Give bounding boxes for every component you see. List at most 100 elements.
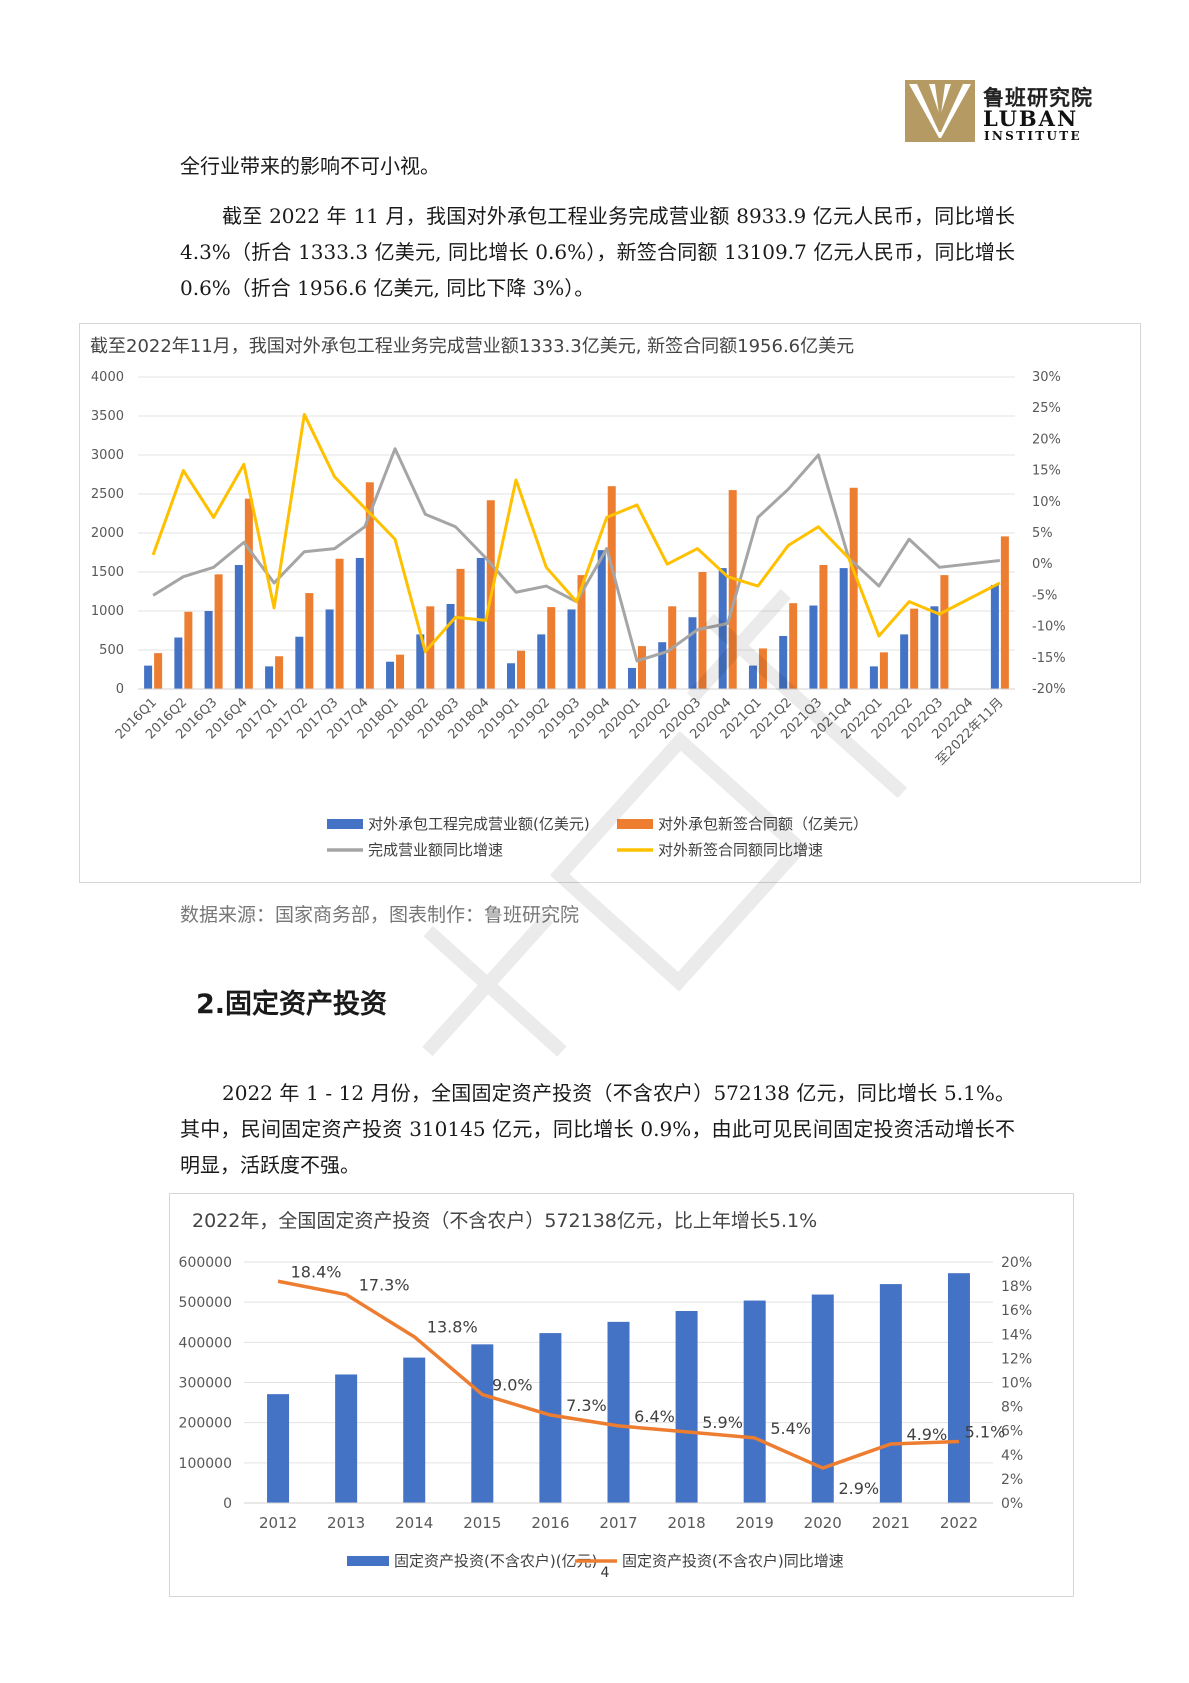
data-label: 5.9% [702, 1413, 743, 1432]
logo-english-name: LUBAN [983, 106, 1079, 131]
data-label: 7.3% [566, 1396, 607, 1415]
bar [607, 1321, 630, 1503]
y-tick-label: 2000 [91, 526, 124, 541]
y-tick-label: 3000 [91, 448, 124, 463]
y2-tick-label: 14% [1001, 1327, 1032, 1343]
data-label: 2.9% [838, 1479, 879, 1498]
y-tick-label: 300000 [179, 1376, 232, 1392]
bar [758, 648, 767, 689]
y-tick-label: 1500 [91, 565, 124, 580]
bar [789, 603, 798, 689]
legend-swatch [617, 819, 653, 829]
bar [386, 661, 395, 689]
bar [184, 611, 193, 689]
y2-tick-label: 0% [1032, 557, 1053, 572]
legend-label: 固定资产投资(不含农户)同比增速 [622, 1552, 844, 1570]
bar [718, 568, 727, 689]
y2-tick-label: 12% [1001, 1351, 1032, 1367]
legend-swatch [347, 1556, 389, 1566]
bar [809, 605, 818, 689]
bar [325, 609, 334, 689]
bar [879, 1284, 902, 1503]
paragraph-intro: 全行业带来的影响不可小视。 [180, 148, 1015, 184]
series-line [151, 412, 1001, 654]
paragraph-overseas: 截至 2022 年 11 月，我国对外承包工程业务完成营业额 8933.9 亿元… [180, 198, 1015, 306]
section-heading: 2.固定资产投资 [196, 989, 388, 1020]
legend-label: 完成营业额同比增速 [368, 841, 503, 859]
bar [154, 653, 163, 689]
bar [365, 482, 374, 689]
bar [748, 665, 757, 689]
bar [507, 663, 516, 689]
bar [547, 607, 556, 689]
y2-tick-label: 5% [1032, 526, 1053, 541]
y2-tick-label: 4% [1001, 1448, 1023, 1464]
chart-title: 2022年，全国固定资产投资（不含农户）572138亿元，比上年增长5.1% [192, 1210, 817, 1232]
y2-tick-label: -5% [1032, 588, 1057, 603]
bar [537, 634, 546, 689]
bar [779, 635, 788, 689]
bar [728, 490, 737, 689]
fixed-asset-investment-chart-svg: 2022年，全国固定资产投资（不含农户）572138亿元，比上年增长5.1% 0 1… [179, 1210, 1033, 1581]
y-tick-label: 4000 [91, 370, 124, 385]
bar [811, 1294, 834, 1503]
legend-label: 固定资产投资(不含农户)(亿元) [394, 1552, 597, 1570]
bar [607, 486, 616, 689]
legend-label: 对外承包工程完成营业额(亿美元) [368, 815, 590, 833]
bar [567, 609, 576, 689]
series-line [152, 447, 1001, 663]
bar [675, 1311, 698, 1503]
bar [174, 637, 183, 689]
logo-emblem-icon [905, 80, 975, 142]
series-line [277, 1279, 960, 1470]
y-tick-label: 0 [223, 1496, 232, 1512]
overseas-contract-chart-svg: 截至2022年11月，我国对外承包工程业务完成营业额1333.3亿美元, 新签合… [90, 336, 1066, 859]
bar [910, 608, 919, 689]
x-tick-label: 2015 [463, 1514, 501, 1532]
y2-tick-label: 25% [1032, 401, 1061, 416]
bar [940, 575, 949, 689]
data-label: 18.4% [291, 1262, 342, 1281]
bar [990, 585, 999, 689]
paragraph-text: 截至 2022 年 11 月，我国对外承包工程业务完成营业额 8933.9 亿元… [180, 204, 1015, 300]
y2-tick-label: 10% [1032, 495, 1061, 510]
bar [698, 572, 707, 689]
y-tick-label: 1000 [91, 604, 124, 619]
data-label: 17.3% [359, 1276, 410, 1295]
x-tick-label: 2021 [872, 1514, 910, 1532]
paragraph-text: 全行业带来的影响不可小视。 [180, 154, 440, 178]
bar [869, 666, 878, 689]
bar [658, 642, 667, 689]
x-tick-label: 2013 [327, 1514, 365, 1532]
bar [819, 564, 828, 689]
bar [577, 575, 586, 689]
bar [234, 564, 243, 689]
bar [355, 557, 364, 689]
data-label: 13.8% [427, 1318, 478, 1337]
bar [476, 557, 485, 689]
y2-tick-label: 10% [1001, 1376, 1032, 1392]
x-tick-label: 2018 [667, 1514, 705, 1532]
bar [403, 1357, 426, 1503]
data-source-note: 数据来源：国家商务部，图表制作：鲁班研究院 [180, 904, 580, 926]
bar [597, 550, 606, 689]
y2-tick-label: 2% [1001, 1472, 1023, 1488]
paragraph-text: 2022 年 1 - 12 月份，全国固定资产投资（不含农户）572138 亿元… [180, 1081, 1015, 1177]
bar [265, 666, 274, 689]
x-tick-label: 2017 [599, 1514, 637, 1532]
y-tick-label: 100000 [179, 1456, 232, 1472]
bar [539, 1333, 562, 1503]
data-label: 6.4% [634, 1407, 675, 1426]
bar [688, 617, 697, 689]
y-tick-label: 600000 [179, 1255, 232, 1271]
bar [416, 634, 425, 689]
bar [335, 558, 344, 689]
y-tick-label: 200000 [179, 1416, 232, 1432]
bar [267, 1394, 290, 1503]
bar [627, 667, 636, 689]
x-tick-label: 2016 [531, 1514, 569, 1532]
luban-logo: 鲁班研究院 LUBAN INSTITUTE [905, 80, 1095, 143]
bar [879, 652, 888, 689]
y2-tick-label: -15% [1032, 651, 1066, 666]
x-tick-label: 2012 [259, 1514, 297, 1532]
